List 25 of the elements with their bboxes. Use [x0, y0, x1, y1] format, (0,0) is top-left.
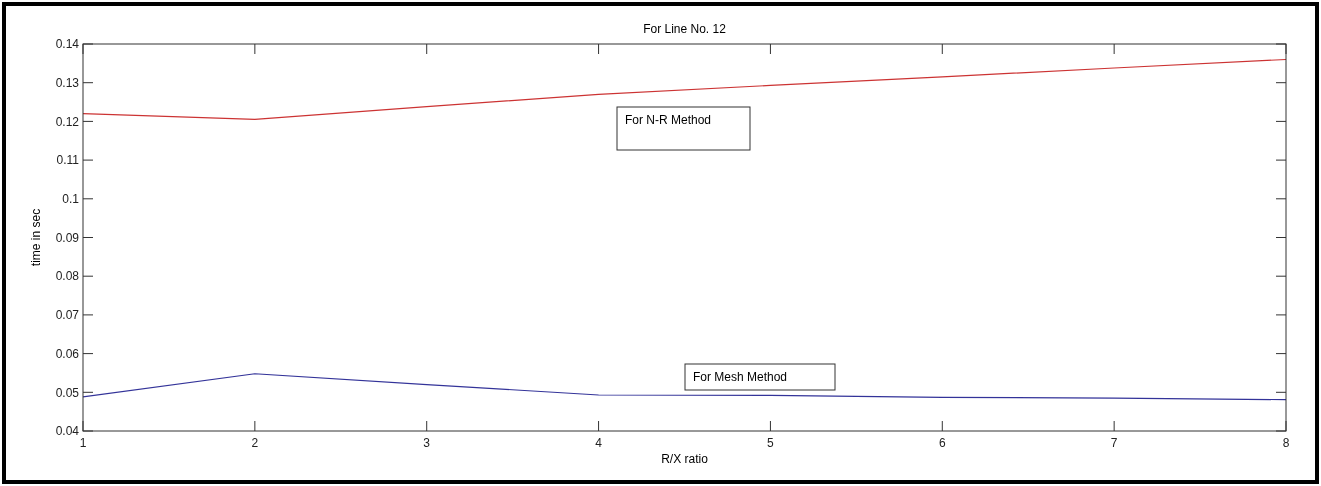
y-tick-label: 0.06: [55, 346, 80, 361]
y-tick-label: 0.12: [55, 114, 80, 129]
x-tick-label: 4: [595, 436, 603, 450]
x-tick-label: 5: [767, 436, 775, 450]
y-tick-label: 0.09: [55, 230, 80, 245]
y-tick-label: 0.07: [55, 308, 80, 323]
y-tick-label: 0.04: [55, 424, 80, 439]
x-tick-label: 1: [79, 436, 87, 450]
y-tick-label: 0.1: [62, 192, 80, 206]
series-label: For N-R Method: [625, 113, 712, 127]
x-tick-label: 3: [423, 436, 431, 450]
series-label: For Mesh Method: [693, 370, 788, 384]
y-tick-label: 0.13: [55, 75, 80, 90]
y-tick-label: 0.08: [55, 269, 80, 284]
x-tick-label: 8: [1282, 436, 1290, 450]
x-tick-label: 7: [1110, 436, 1118, 450]
line-series: [82, 373, 1287, 401]
chart-title: For Line No. 12: [643, 22, 727, 36]
x-axis-title: R/X ratio: [661, 452, 709, 466]
x-tick-label: 2: [251, 436, 259, 450]
y-axis-title: time in sec: [29, 208, 43, 267]
y-tick-label: 0.14: [55, 37, 80, 52]
y-tick-label: 0.11: [56, 153, 80, 168]
y-tick-label: 0.05: [55, 385, 80, 400]
x-tick-label: 6: [938, 436, 946, 450]
